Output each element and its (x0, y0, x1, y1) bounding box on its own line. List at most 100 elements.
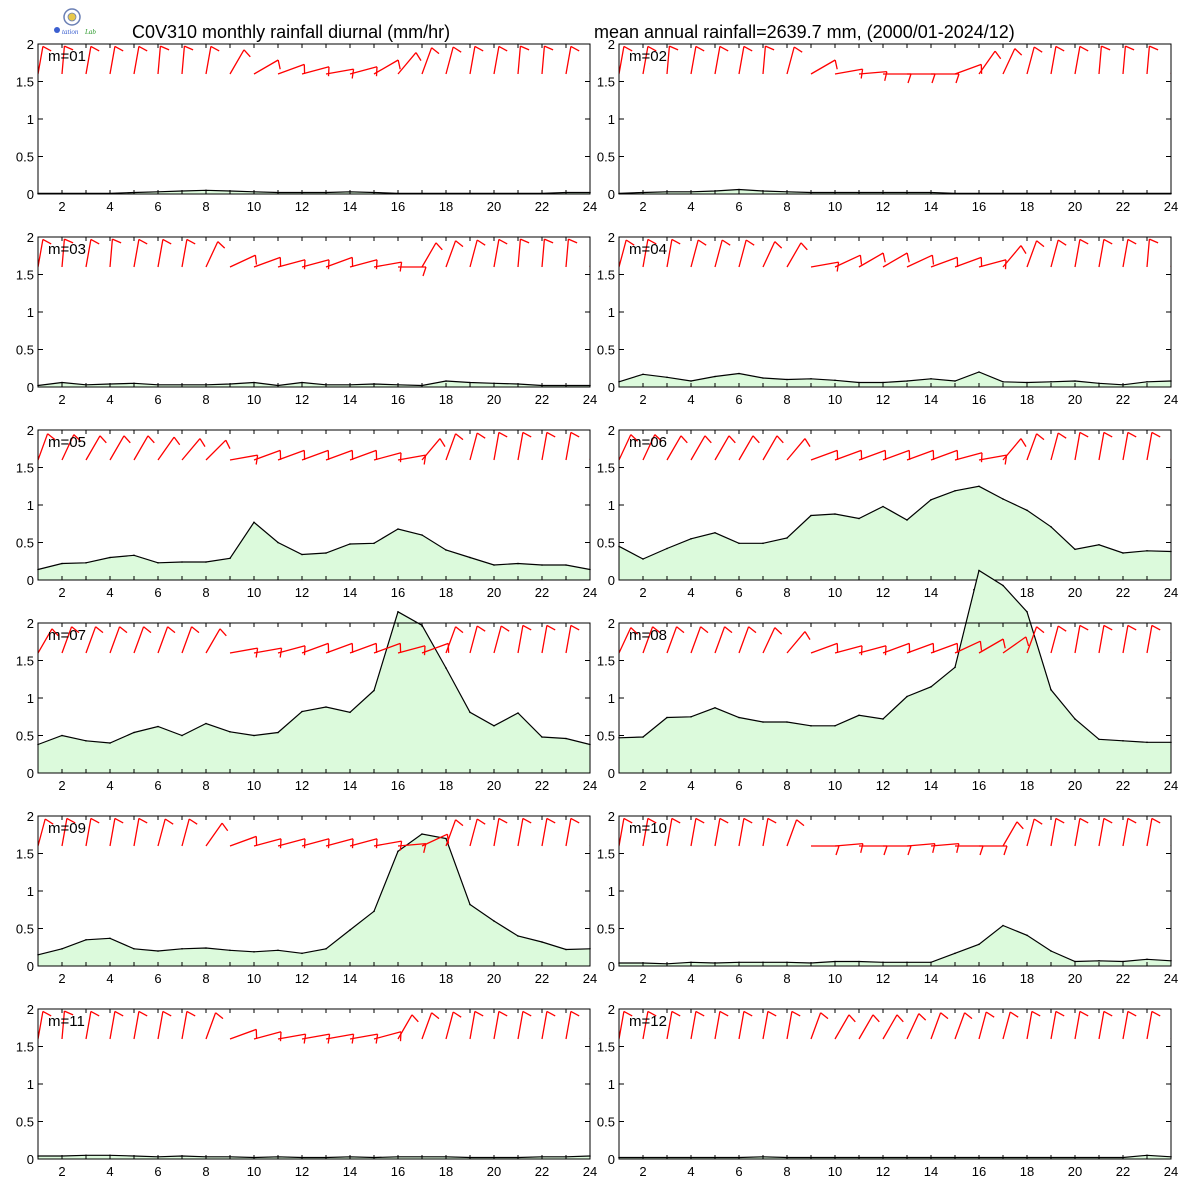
rainfall-point-hour-19 (1050, 381, 1052, 383)
rainfall-point-hour-7 (181, 734, 183, 737)
y-tick-label: 1 (608, 884, 615, 899)
wind-barb-hour-24 (1170, 1035, 1171, 1039)
wind-barb-hour-24 (589, 649, 590, 653)
x-tick-label: 8 (202, 392, 209, 407)
y-tick-label: 2 (27, 230, 34, 245)
wind-barb-hour-18 (1026, 240, 1045, 268)
rainfall-point-hour-15 (954, 952, 956, 955)
rainfall-point-hour-12 (301, 710, 303, 713)
rainfall-point-hour-19 (1050, 526, 1052, 528)
rainfall-point-hour-23 (1146, 381, 1148, 383)
rainfall-point-hour-11 (277, 541, 279, 544)
x-tick-label: 24 (583, 778, 597, 793)
wind-barb-hour-17 (1002, 48, 1023, 75)
rainfall-point-hour-9 (810, 725, 812, 727)
wind-barb-hour-3 (666, 435, 688, 461)
x-tick-label: 22 (535, 199, 549, 214)
y-tick-label: 0 (608, 380, 615, 395)
x-tick-label: 2 (58, 778, 65, 793)
x-tick-label: 6 (154, 1164, 161, 1179)
rainfall-point-hour-6 (738, 716, 740, 719)
wind-barb-hour-21 (1098, 817, 1113, 847)
x-tick-label: 20 (487, 392, 501, 407)
wind-barb-hour-1 (619, 627, 639, 654)
rainfall-point-hour-4 (109, 556, 111, 559)
wind-barb-hour-21 (517, 1010, 532, 1040)
wind-barb-hour-21 (517, 45, 530, 75)
wind-barb-hour-10 (834, 645, 863, 656)
rainfall-point-hour-22 (541, 564, 543, 566)
wind-barb-hour-7 (181, 1010, 196, 1040)
wind-barb-hour-15 (954, 452, 983, 463)
rainfall-point-hour-22 (541, 736, 543, 738)
wind-barb-hour-14 (349, 1033, 379, 1044)
y-tick-label: 2 (608, 809, 615, 824)
y-tick-label: 0 (27, 1152, 34, 1167)
y-tick-label: 1 (27, 305, 34, 320)
x-tick-label: 24 (1164, 1164, 1178, 1179)
x-tick-label: 10 (828, 392, 842, 407)
wind-barb-hour-5 (714, 239, 731, 268)
rainfall-point-hour-23 (565, 948, 567, 951)
rainfall-point-hour-18 (1026, 381, 1028, 384)
rainfall-point-hour-4 (690, 716, 692, 718)
x-tick-label: 14 (343, 1164, 357, 1179)
wind-barb-hour-15 (373, 452, 402, 463)
wind-barbs (619, 238, 1171, 272)
wind-barbs (619, 1010, 1171, 1040)
wind-barb-hour-2 (642, 817, 657, 847)
wind-barb-hour-4 (690, 435, 712, 461)
wind-barb-hour-9 (229, 49, 251, 75)
rainfall-point-hour-23 (1146, 550, 1148, 552)
y-tick-label: 1.5 (597, 654, 615, 669)
y-tick-label: 1 (608, 691, 615, 706)
rainfall-point-hour-14 (349, 711, 351, 714)
rainfall-point-hour-9 (810, 514, 812, 517)
y-tick-label: 0.5 (16, 1115, 34, 1130)
rainfall-point-hour-16 (397, 528, 399, 530)
wind-barb-hour-18 (445, 433, 464, 461)
wind-barb-hour-21 (517, 817, 532, 847)
wind-barb-hour-17 (1002, 1011, 1019, 1040)
wind-barb-hour-7 (762, 817, 777, 847)
rainfall-point-hour-10 (834, 379, 836, 382)
rainfall-point-hour-12 (301, 553, 303, 556)
x-tick-label: 22 (1116, 585, 1130, 600)
rainfall-point-hour-20 (493, 725, 495, 727)
wind-barb-hour-15 (373, 261, 403, 272)
wind-barb-hour-18 (1026, 818, 1043, 847)
y-tick-label: 0.5 (16, 922, 34, 937)
wind-barb-hour-10 (834, 842, 864, 853)
rainfall-point-hour-15 (954, 490, 956, 492)
wind-barb-hour-16 (978, 638, 1006, 654)
wind-barb-hour-15 (373, 59, 401, 75)
wind-barb-hour-14 (930, 642, 959, 654)
wind-barb-hour-20 (1074, 1010, 1089, 1040)
x-tick-label: 18 (1020, 778, 1034, 793)
wind-barb-hour-24 (1170, 452, 1171, 460)
panel-frame (618, 43, 1172, 195)
wind-barb-hour-1 (619, 45, 633, 75)
wind-barb-hour-3 (666, 817, 681, 847)
x-tick-label: 16 (972, 1164, 986, 1179)
rainfall-point-hour-9 (810, 378, 812, 380)
x-tick-label: 4 (687, 1164, 694, 1179)
x-tick-label: 12 (295, 585, 309, 600)
x-tick-label: 14 (924, 1164, 938, 1179)
x-tick-label: 2 (639, 778, 646, 793)
wind-barb-hour-17 (1002, 821, 1024, 847)
wind-barb-hour-4 (690, 1010, 705, 1040)
panel-label: m=11 (48, 1013, 85, 1030)
wind-barb-hour-18 (445, 46, 462, 75)
wind-barb-hour-17 (1002, 636, 1030, 654)
rainfall-point-hour-16 (978, 569, 980, 572)
y-tick-label: 0 (608, 1152, 615, 1167)
panel-label: m=04 (629, 241, 667, 258)
wind-barb-hour-11 (858, 252, 886, 268)
wind-barb-hour-23 (565, 431, 580, 461)
rainfall-point-hour-10 (253, 381, 255, 384)
rainfall-point-hour-5 (133, 554, 135, 557)
wind-barb-hour-8 (205, 45, 220, 75)
rainfall-point-hour-8 (786, 721, 788, 723)
panel-label: m=09 (48, 820, 86, 837)
